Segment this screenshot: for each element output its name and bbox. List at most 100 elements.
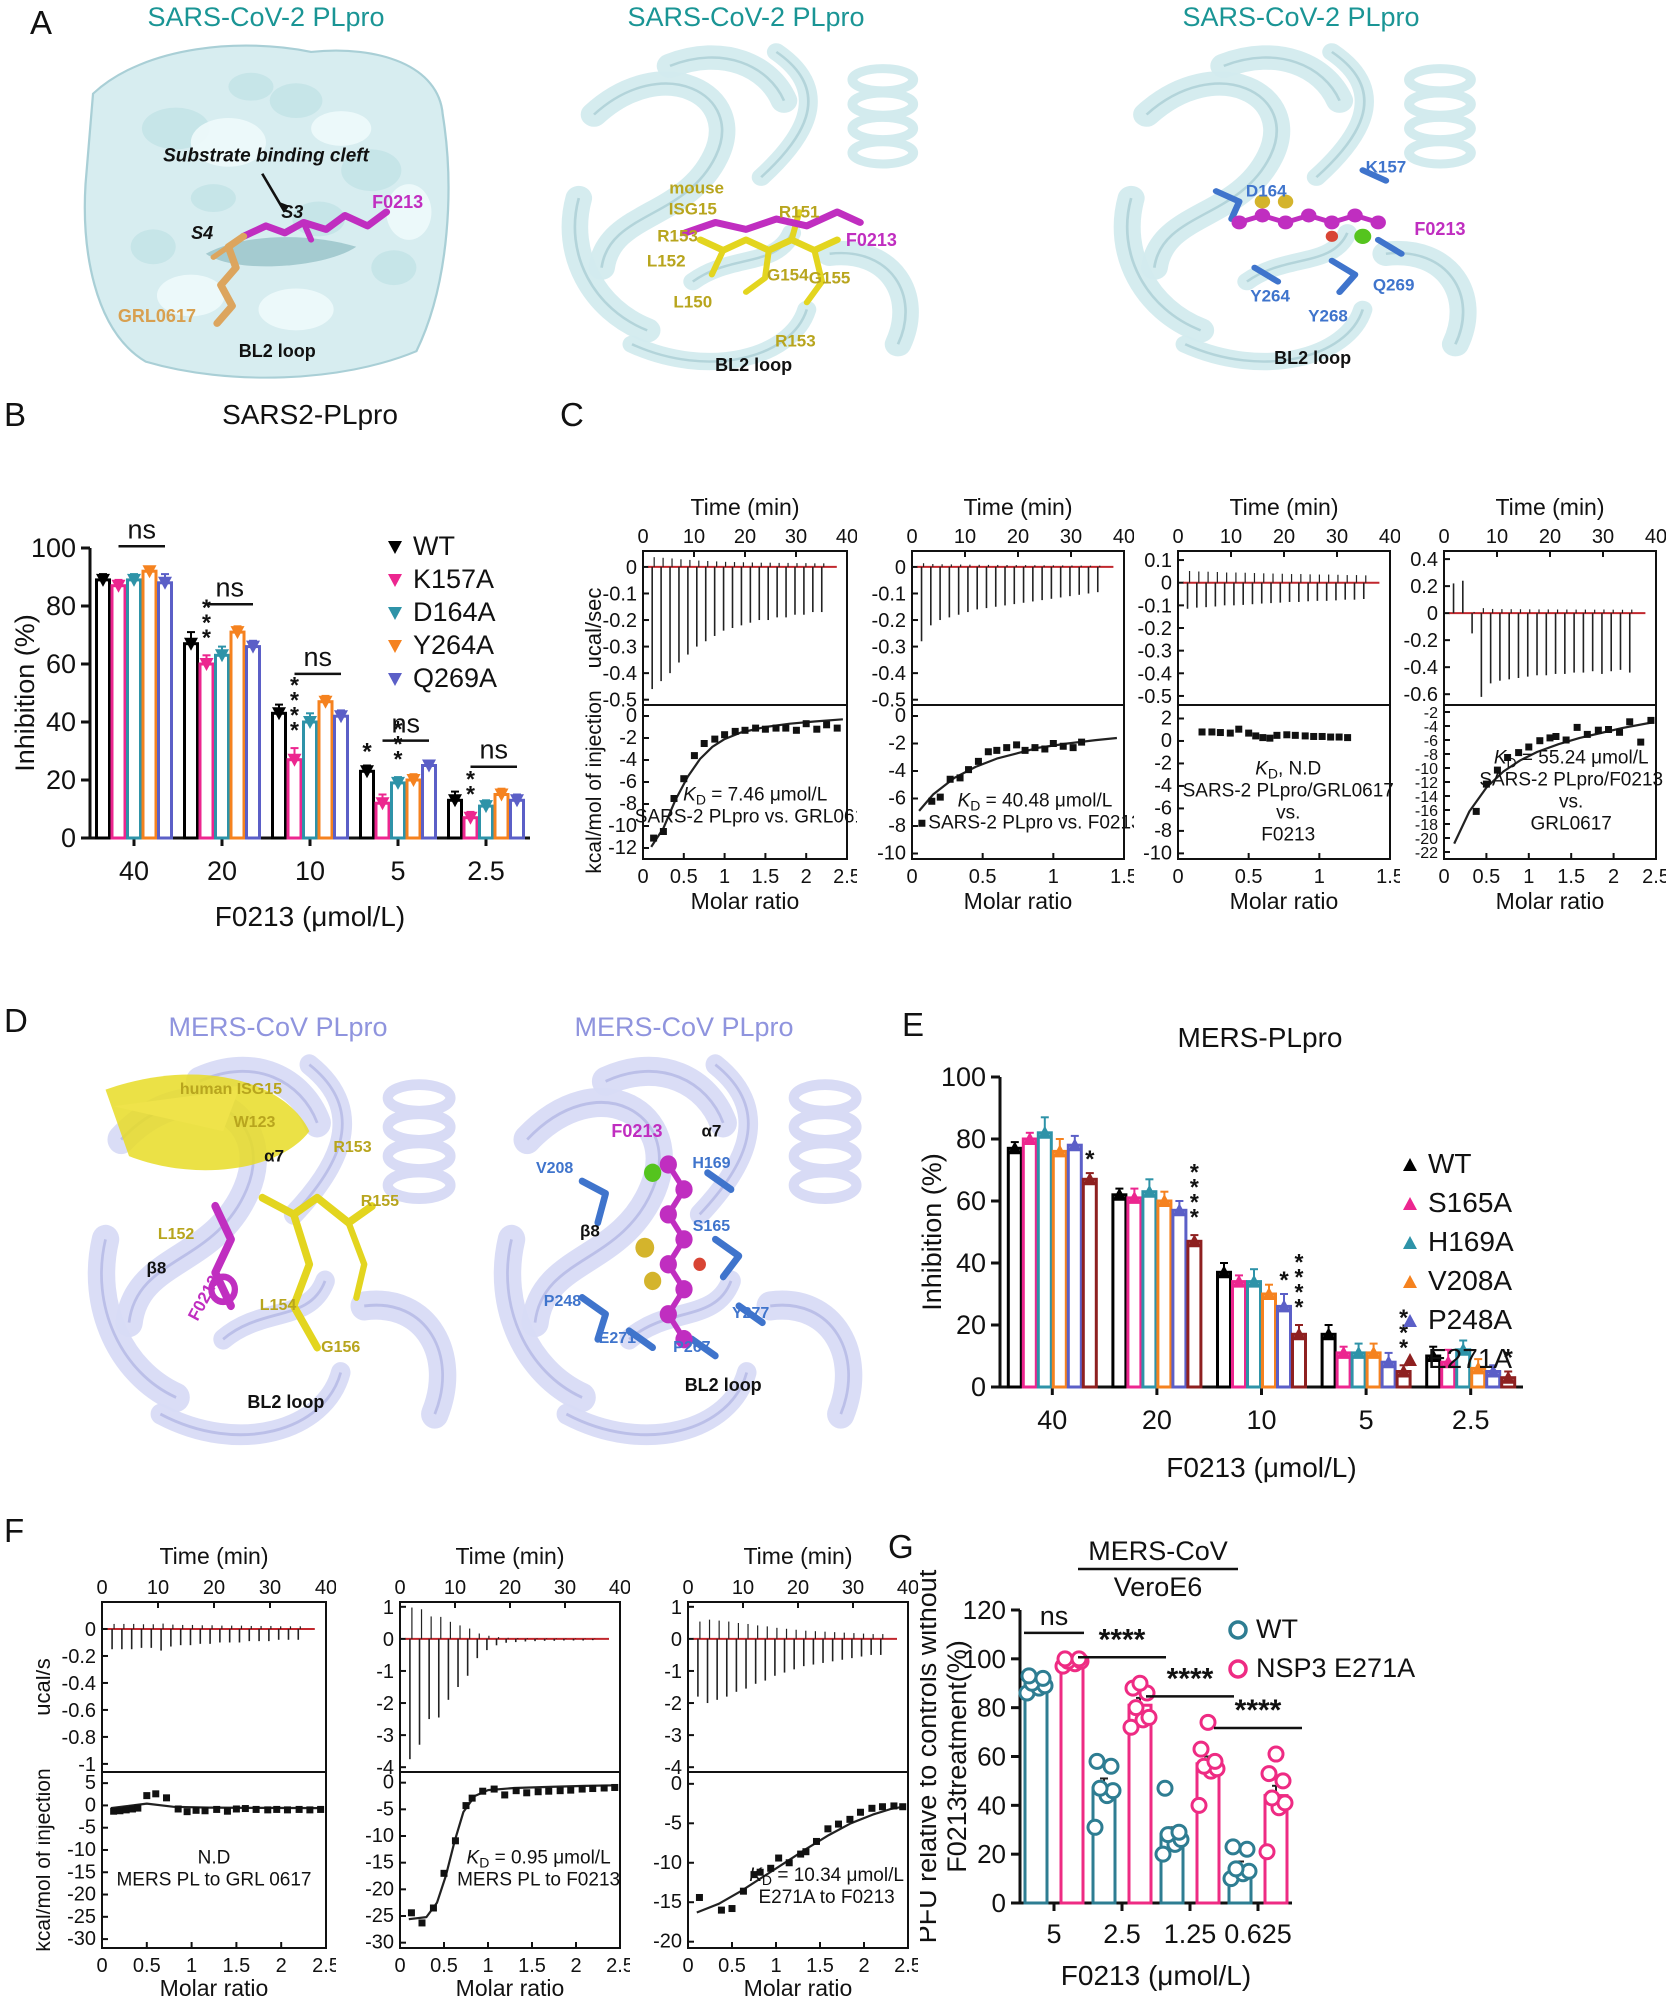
bot-y-tick-label: -10 (1415, 761, 1438, 778)
top-y-tick-label: -1 (78, 1754, 96, 1776)
top-y-tick-label: -0.6 (1404, 684, 1438, 706)
sig-star: * (466, 766, 475, 792)
structure-annotation: mouse (669, 178, 724, 198)
residue-sticks (704, 1169, 735, 1193)
top-y-tick-label: -4 (664, 1757, 682, 1779)
data-point (767, 1864, 775, 1872)
bot-x-tick-label: 2 (858, 1955, 869, 1977)
bot-x-tick-label: 2.5 (894, 1955, 918, 1977)
top-x-tick-label: 20 (1273, 526, 1295, 548)
bar (1231, 1280, 1247, 1389)
bot-y-tick-label: -8 (1154, 820, 1172, 842)
sig-star: * (1190, 1189, 1199, 1215)
ribbon-edge (605, 1069, 725, 1124)
bar (183, 642, 199, 840)
y-tick-label: 40 (977, 1790, 1006, 1820)
data-point (1482, 780, 1490, 788)
time-axis-label: Time (min) (159, 1543, 268, 1569)
structure-annotation: GRL0617 (117, 306, 196, 327)
surface-pocket (341, 149, 402, 192)
legend-label: WT (413, 531, 455, 561)
y-tick-label: 0 (992, 1888, 1006, 1918)
ribbon-edge (593, 82, 724, 268)
bot-y-tick-label: -25 (365, 1905, 394, 1927)
bot-x-tick-label: 1.5 (1376, 866, 1400, 888)
bottom-plot-frame (911, 704, 1125, 860)
bot-y-tick-label: 0 (1161, 730, 1172, 752)
legend-label: P248A (1428, 1304, 1512, 1335)
sig-label: ns (1040, 1601, 1069, 1631)
structure-annotation: F0213 (611, 1121, 663, 1142)
f0213-atom (659, 1255, 677, 1274)
ribbon-edge (159, 1372, 343, 1437)
itc-c2-svg: Time (min)0 10 20 30 400.10-0.1-0.2-0.3-0.4-… (1138, 494, 1404, 914)
ns-label: ns (215, 572, 244, 602)
structure-art (83, 44, 450, 379)
residue-sticks (1359, 167, 1390, 184)
sig-star: * (394, 746, 403, 772)
kd-k: K (1494, 748, 1508, 769)
scatter-point (1086, 1818, 1104, 1836)
ribbon-edge (669, 56, 786, 102)
f0213-ligand (681, 208, 864, 237)
bot-x-tick-label: 1.5 (751, 866, 779, 888)
data-point (1536, 737, 1544, 745)
bot-x-tick-label: 2.5 (606, 1955, 630, 1977)
y-tick-label: 100 (963, 1644, 1006, 1674)
top-x-tick-label: 30 (1592, 526, 1614, 548)
time-axis-label: Time (min) (690, 497, 799, 520)
top-y-tick-label: -0.1 (872, 583, 906, 605)
top-x-tick-label: 0 (96, 1577, 107, 1599)
triangle-up-icon (1127, 1190, 1142, 1204)
chartE-svg: MERS-PLpro 0 20 40 60 80 100 Inhibition (%) 40 20… (917, 1022, 1523, 1483)
bot-x-tick-label: 0 (96, 1955, 107, 1977)
data-point (700, 740, 708, 747)
structure-annotation: R153 (333, 1138, 372, 1156)
circle-icon (1228, 1620, 1248, 1640)
ribbon-edge (1385, 251, 1465, 345)
triangle-up-icon (1403, 1236, 1417, 1249)
surface-highlight (190, 118, 266, 167)
bot-x-tick-label: 2.5 (833, 866, 857, 888)
triangle-up-icon (1187, 1234, 1202, 1248)
structure-annotation: R153 (657, 226, 698, 246)
ribbon-edge (1145, 82, 1278, 268)
data-point (824, 1825, 832, 1833)
annotation: N.D (198, 1848, 231, 1869)
bot-y-tick-label: -12 (1415, 775, 1438, 792)
bar (271, 711, 287, 840)
triangle-up-icon (1172, 1203, 1187, 1217)
data-point (956, 774, 964, 782)
kd-rest: = 7.46 μmol/L (706, 784, 827, 805)
sig-star: * (1085, 1146, 1095, 1173)
kd-k: K (467, 1848, 481, 1869)
structure-annotation: L150 (673, 292, 713, 312)
f0213-atom (1347, 208, 1363, 223)
ribbon-edge (199, 1069, 319, 1124)
triangle-up-icon (1052, 1144, 1067, 1158)
top-plot-frame (687, 1601, 909, 1773)
arrow-head (278, 201, 290, 212)
helix-coil (847, 88, 919, 120)
helix-coil (382, 1137, 456, 1175)
bar (1195, 1762, 1221, 1905)
top-y-tick-label: -1 (376, 1661, 394, 1683)
bar (1059, 1659, 1085, 1905)
triangle-down-icon (406, 774, 421, 787)
kd-sub: D (479, 1855, 489, 1871)
triangle-up-icon (1067, 1138, 1082, 1152)
data-point (545, 1787, 553, 1795)
scatter-point (1238, 1840, 1256, 1858)
scatter-point (1091, 1779, 1109, 1797)
x-tick-label: 1.25 (1164, 1919, 1217, 1949)
data-point (567, 1786, 575, 1794)
sig-star: * (466, 781, 475, 807)
top-y-tick-label: -0.2 (62, 1646, 96, 1668)
isg15-sticks (742, 247, 772, 295)
data-point (1078, 738, 1086, 746)
top-y-tick-label: 0.2 (1410, 576, 1438, 598)
data-point (578, 1785, 586, 1793)
bottom-plot-frame (1177, 704, 1391, 860)
bar (95, 578, 111, 840)
